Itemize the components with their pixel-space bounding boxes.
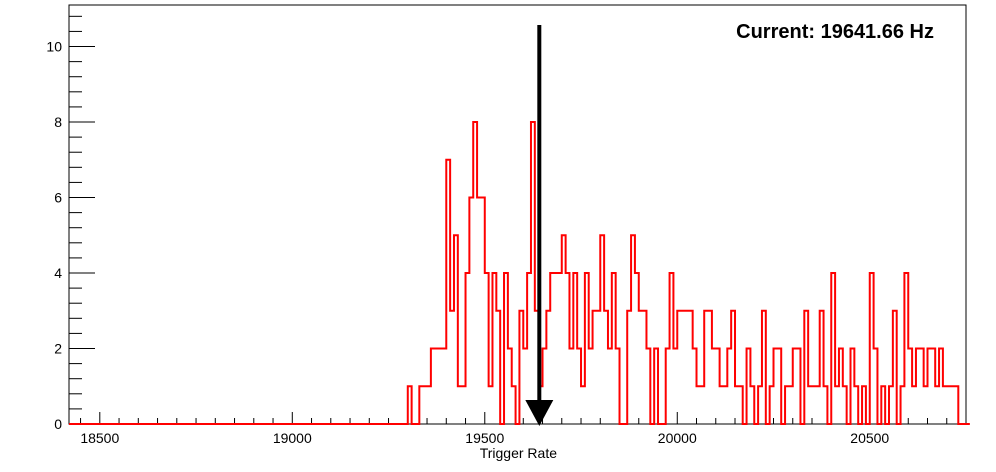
x-tick-label: 20500: [850, 430, 889, 446]
y-tick-label: 10: [46, 39, 62, 55]
histogram-line: [69, 121, 970, 425]
x-axis-title: Trigger Rate: [480, 445, 558, 461]
x-axis-ticks: 18500 19000 19500 20000 20500: [80, 412, 967, 446]
x-tick-label: 20000: [658, 430, 697, 446]
y-tick-label: 2: [54, 341, 62, 357]
y-tick-label: 0: [54, 416, 62, 432]
arrow-head: [525, 400, 554, 426]
x-tick-label: 19500: [465, 430, 504, 446]
y-tick-label: 4: [54, 265, 62, 281]
current-rate-label: Current: 19641.66 Hz: [736, 21, 934, 43]
x-tick-label: 18500: [80, 430, 119, 446]
y-axis-ticks: 0 2 4 6 8 10: [46, 15, 95, 432]
y-tick-label: 6: [54, 190, 62, 206]
x-tick-label: 19000: [273, 430, 312, 446]
y-tick-label: 8: [54, 114, 62, 130]
current-rate-arrow: [525, 25, 554, 426]
histogram-series: [69, 121, 970, 425]
